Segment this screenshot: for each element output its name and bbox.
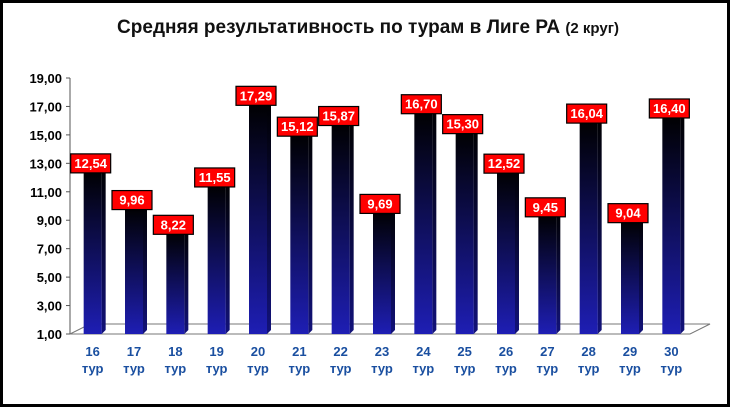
data-label: 12,54	[74, 156, 107, 171]
y-tick-label: 9,00	[37, 213, 62, 228]
x-tick-label: 21 тур	[288, 344, 310, 376]
y-tick-label: 17,00	[29, 99, 62, 114]
bar-side	[267, 98, 271, 334]
bar	[83, 169, 102, 334]
data-label-box	[318, 105, 360, 127]
x-tick-label: 16 тур	[82, 344, 104, 376]
bar	[373, 210, 391, 334]
data-label-box	[648, 98, 690, 119]
x-tick-label: 25 тур	[454, 344, 476, 376]
bar-side	[597, 116, 602, 334]
chart-subtitle: (2 круг)	[565, 20, 619, 37]
data-label-box	[152, 214, 194, 235]
bar-side	[184, 227, 189, 334]
bar-side	[391, 206, 395, 334]
bar-side	[101, 165, 106, 334]
x-tick-label: 20 тур	[247, 344, 269, 376]
data-label-box	[524, 197, 566, 218]
bar-side	[308, 129, 313, 334]
x-tick-label: 27 тур	[536, 344, 558, 376]
bar	[538, 213, 557, 334]
y-tick-label: 13,00	[29, 156, 62, 171]
data-label-box	[235, 85, 277, 106]
data-label-box	[607, 203, 649, 224]
x-tick-label: 19 тур	[206, 344, 228, 376]
x-tick-label: 17 тур	[123, 344, 145, 376]
y-tick-label: 15,00	[29, 128, 62, 143]
x-tick-label: 23 тур	[371, 344, 393, 376]
data-label: 12,52	[488, 156, 521, 171]
bar	[290, 133, 309, 334]
bar	[207, 183, 226, 334]
bar	[579, 120, 598, 334]
y-tick-label: 11,00	[30, 185, 62, 200]
chart-title: Средняя результативность по турам в Лиге…	[3, 17, 730, 39]
bar	[166, 231, 185, 334]
y-tick-label: 5,00	[37, 270, 62, 285]
bar-side	[515, 166, 519, 334]
data-label-box	[442, 114, 484, 135]
data-label-box	[70, 153, 112, 174]
data-label: 17,29	[240, 88, 273, 103]
data-label: 15,12	[281, 119, 314, 134]
data-label: 16,70	[405, 97, 438, 112]
data-label-box	[566, 103, 608, 124]
bar-side	[432, 106, 437, 334]
x-tick-label: 30 тур	[660, 344, 682, 376]
data-label-box	[276, 116, 318, 137]
y-tick-label: 7,00	[37, 242, 62, 257]
data-label: 15,87	[322, 109, 355, 124]
bar	[125, 206, 143, 334]
x-tick-label: 22 тур	[330, 344, 352, 376]
bar-side	[349, 118, 354, 334]
y-tick-label: 1,00	[37, 327, 62, 342]
bar	[414, 110, 433, 334]
data-label-box	[483, 153, 525, 174]
data-label-box	[194, 167, 236, 188]
bar-side	[639, 215, 643, 334]
bar	[621, 219, 639, 334]
data-label: 9,96	[119, 193, 144, 208]
bar	[331, 122, 350, 334]
data-label: 15,30	[446, 117, 479, 132]
x-tick-label: 29 тур	[619, 344, 641, 376]
x-tick-label: 26 тур	[495, 344, 517, 376]
x-tick-label: 24 тур	[412, 344, 434, 376]
data-label-box	[111, 189, 153, 211]
data-label: 16,40	[653, 101, 686, 116]
chart-title-main: Средняя результативность по турам в Лиге…	[117, 17, 561, 38]
bar-side	[225, 179, 230, 334]
bar-side	[143, 202, 147, 334]
x-tick-label: 28 тур	[578, 344, 600, 376]
y-tick-label: 3,00	[37, 299, 62, 314]
data-label: 8,22	[161, 217, 186, 232]
data-label: 9,69	[367, 196, 392, 211]
data-label: 9,45	[533, 200, 558, 215]
bar-side	[680, 110, 685, 334]
data-label: 9,04	[615, 206, 641, 221]
bar-side	[556, 209, 561, 334]
data-label-box	[359, 193, 401, 215]
bar	[455, 130, 474, 334]
y-tick-label: 19,00	[29, 71, 62, 86]
data-label-box	[400, 94, 442, 115]
bar	[662, 114, 681, 334]
data-label: 16,04	[570, 106, 603, 121]
x-tick-label: 18 тур	[164, 344, 186, 376]
bar	[497, 170, 515, 334]
bar-side	[473, 126, 478, 334]
data-label: 11,55	[199, 170, 231, 185]
bar	[249, 102, 267, 334]
